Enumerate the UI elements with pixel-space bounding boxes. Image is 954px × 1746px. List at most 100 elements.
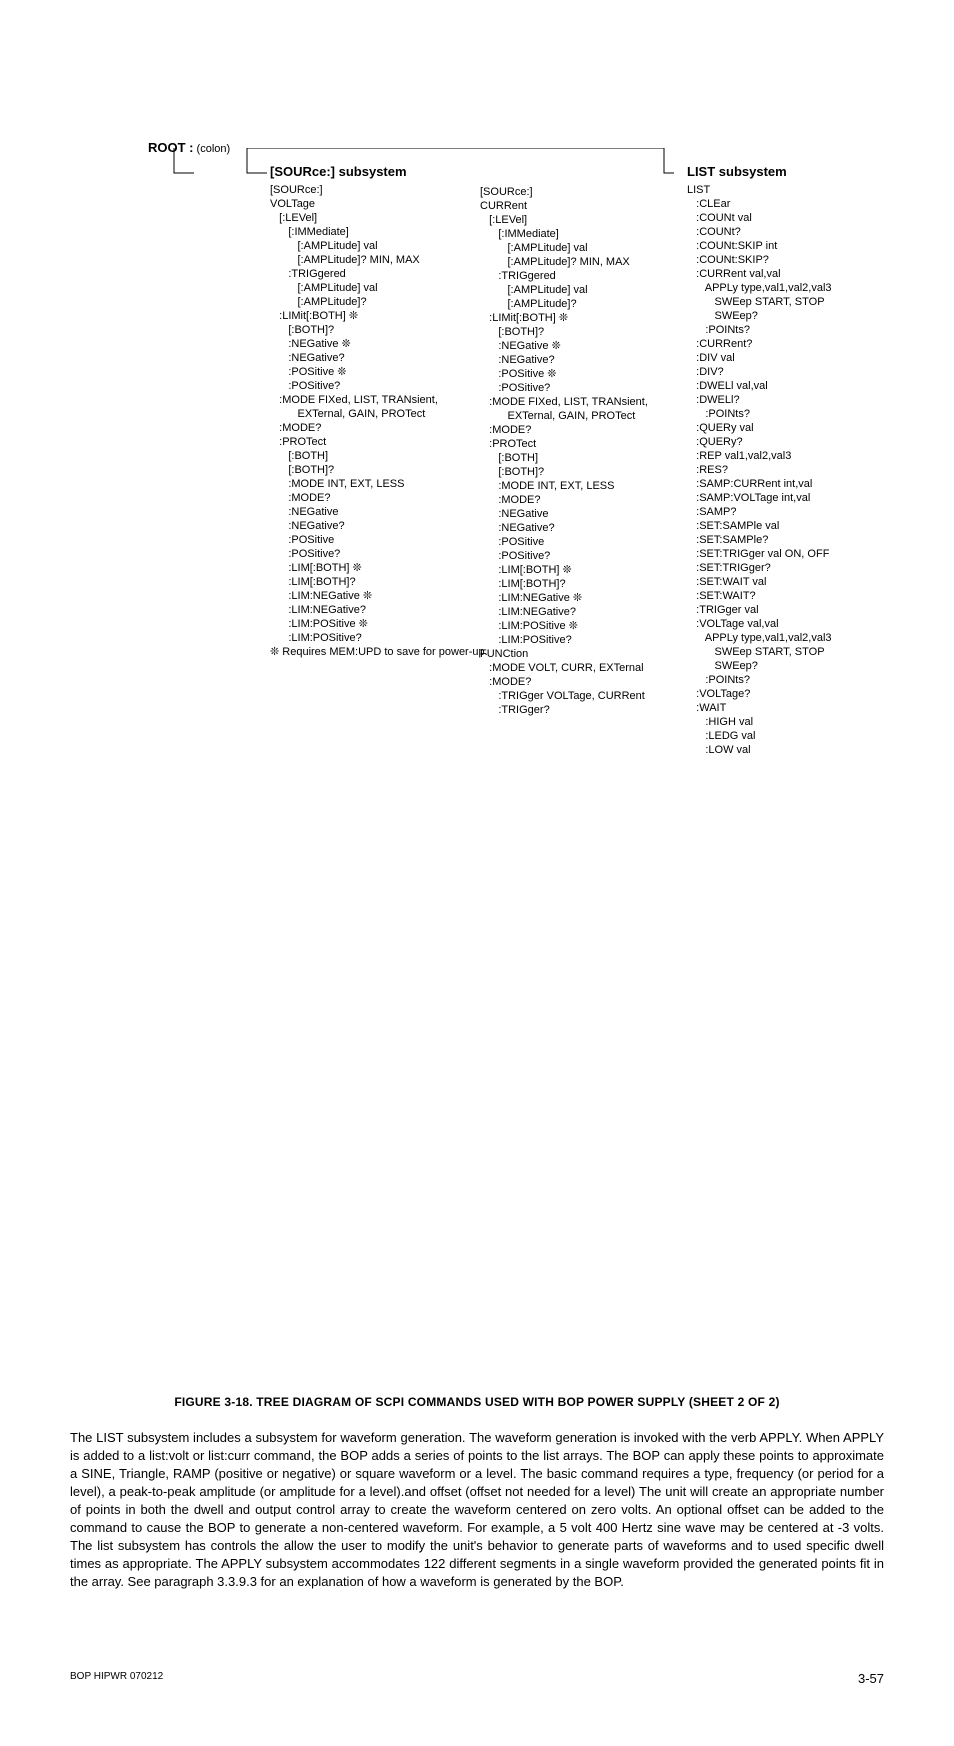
cmd-line: :TRIGger? — [480, 703, 680, 717]
cmd-line: :MODE? — [270, 491, 470, 505]
cmd-line: :SAMP:CURRent int,val — [687, 477, 907, 491]
cmd-line: :LIM:POSitive? — [480, 633, 680, 647]
footer-left: BOP HIPWR 070212 — [70, 1671, 163, 1686]
cmd-line: SWEep START, STOP — [687, 295, 907, 309]
page-footer: BOP HIPWR 070212 3-57 — [70, 1671, 884, 1686]
cmd-line: :WAIT — [687, 701, 907, 715]
cmd-line: :LIM[:BOTH] ❊ — [270, 561, 470, 575]
col-current: [SOURce:]CURRent [:LEVel] [:IMMediate] [… — [480, 185, 680, 717]
cmd-line: :TRIGgered — [480, 269, 680, 283]
cmd-line: :COUNt:SKIP? — [687, 253, 907, 267]
cmd-line: :CURRent val,val — [687, 267, 907, 281]
cmd-line: :SAMP? — [687, 505, 907, 519]
cmd-line: :POSitive — [270, 533, 470, 547]
cmd-line: :LIM:POSitive? — [270, 631, 470, 645]
cmd-line: :CURRent? — [687, 337, 907, 351]
cmd-line: :MODE INT, EXT, LESS — [480, 479, 680, 493]
cmd-line: :TRIGgered — [270, 267, 470, 281]
cmd-line: :LIM:NEGative ❊ — [270, 589, 470, 603]
cmd-line: [:BOTH]? — [270, 323, 470, 337]
cmd-line: :SAMP:VOLTage int,val — [687, 491, 907, 505]
cmd-line: :QUERy val — [687, 421, 907, 435]
cmd-line: EXTernal, GAIN, PROTect — [480, 409, 680, 423]
cmd-line: :NEGative? — [480, 521, 680, 535]
cmd-line: :NEGative? — [270, 519, 470, 533]
cmd-line: :LIMit[:BOTH] ❊ — [270, 309, 470, 323]
cmd-line: :NEGative ❊ — [270, 337, 470, 351]
cmd-line: :SET:WAIT val — [687, 575, 907, 589]
cmd-line: :SET:SAMPle? — [687, 533, 907, 547]
cmd-line: :SET:TRIGger? — [687, 561, 907, 575]
cmd-line: :CLEar — [687, 197, 907, 211]
cmd-line: :SET:TRIGger val ON, OFF — [687, 547, 907, 561]
cmd-line: :NEGative? — [480, 353, 680, 367]
cmd-line: :VOLTage val,val — [687, 617, 907, 631]
cmd-line: :NEGative — [480, 507, 680, 521]
cmd-line: [:LEVel] — [480, 213, 680, 227]
cmd-line: :COUNt? — [687, 225, 907, 239]
cmd-line: [:AMPLitude] val — [480, 283, 680, 297]
cmd-line: :POSitive — [480, 535, 680, 549]
figure-caption: FIGURE 3-18. TREE DIAGRAM OF SCPI COMMAN… — [70, 1395, 884, 1409]
cmd-line: :SET:WAIT? — [687, 589, 907, 603]
cmd-line: :COUNt:SKIP int — [687, 239, 907, 253]
cmd-line: VOLTage — [270, 197, 470, 211]
cmd-line: [SOURce:] — [480, 185, 680, 199]
footnote-requires: ❊ Requires MEM:UPD to save for power-up. — [270, 645, 488, 658]
cmd-line: :LIM[:BOTH] ❊ — [480, 563, 680, 577]
cmd-line: :LIM:POSitive ❊ — [480, 619, 680, 633]
root-plain: (colon) — [194, 143, 231, 155]
cmd-line: :PROTect — [480, 437, 680, 451]
cmd-line: :NEGative — [270, 505, 470, 519]
cmd-line: :DWELl val,val — [687, 379, 907, 393]
cmd-line: :MODE? — [480, 423, 680, 437]
cmd-line: :NEGative ❊ — [480, 339, 680, 353]
cmd-line: :VOLTage? — [687, 687, 907, 701]
cmd-line: [:AMPLitude]? — [480, 297, 680, 311]
cmd-line: :POSitive? — [480, 549, 680, 563]
cmd-line: :LEDG val — [687, 729, 907, 743]
footer-right: 3-57 — [858, 1671, 884, 1686]
cmd-line: APPLy type,val1,val2,val3 — [687, 281, 907, 295]
cmd-line: :MODE FIXed, LIST, TRANsient, — [270, 393, 470, 407]
cmd-line: :MODE? — [270, 421, 470, 435]
cmd-line: :COUNt val — [687, 211, 907, 225]
tree-wrap: [SOURce:] subsystem [SOURce:]VOLTage [:L… — [170, 165, 884, 745]
cmd-line: [:BOTH]? — [480, 325, 680, 339]
cmd-line: :HIGH val — [687, 715, 907, 729]
cmd-line: :LIMit[:BOTH] ❊ — [480, 311, 680, 325]
cmd-line: APPLy type,val1,val2,val3 — [687, 631, 907, 645]
cmd-line: :LIM[:BOTH]? — [270, 575, 470, 589]
cmd-line: [:BOTH] — [270, 449, 470, 463]
page-root: ROOT : (colon) [SOURce:] subsystem [SOUR… — [0, 0, 954, 1746]
cmd-line: [:IMMediate] — [270, 225, 470, 239]
cmd-line: SWEep? — [687, 659, 907, 673]
cmd-line: :LOW val — [687, 743, 907, 757]
cmd-line: :POSitive ❊ — [270, 365, 470, 379]
root-label: ROOT : (colon) — [148, 140, 230, 155]
cmd-line: :DWELl? — [687, 393, 907, 407]
cmd-line: :POINts? — [687, 407, 907, 421]
body-paragraph: The LIST subsystem includes a subsystem … — [70, 1429, 884, 1591]
col3-title: LIST subsystem — [687, 165, 907, 179]
cmd-line: [:BOTH]? — [270, 463, 470, 477]
cmd-line: [:IMMediate] — [480, 227, 680, 241]
cmd-line: [:AMPLitude] val — [480, 241, 680, 255]
cmd-line: :POINts? — [687, 323, 907, 337]
cmd-line: [SOURce:] — [270, 183, 470, 197]
cmd-line: :POSitive? — [270, 547, 470, 561]
cmd-line: :LIM:NEGative? — [480, 605, 680, 619]
cmd-line: [:AMPLitude]? — [270, 295, 470, 309]
cmd-line: [:BOTH]? — [480, 465, 680, 479]
cmd-line: :POSitive ❊ — [480, 367, 680, 381]
cmd-line: LIST — [687, 183, 907, 197]
cmd-line: [:LEVel] — [270, 211, 470, 225]
cmd-line: :LIM:NEGative? — [270, 603, 470, 617]
cmd-line: :TRIGger val — [687, 603, 907, 617]
cmd-line: CURRent — [480, 199, 680, 213]
cmd-line: :POSitive? — [270, 379, 470, 393]
cmd-line: FUNCtion — [480, 647, 680, 661]
cmd-line: :MODE FIXed, LIST, TRANsient, — [480, 395, 680, 409]
root-bold: ROOT : — [148, 140, 194, 155]
cmd-line: :NEGative? — [270, 351, 470, 365]
